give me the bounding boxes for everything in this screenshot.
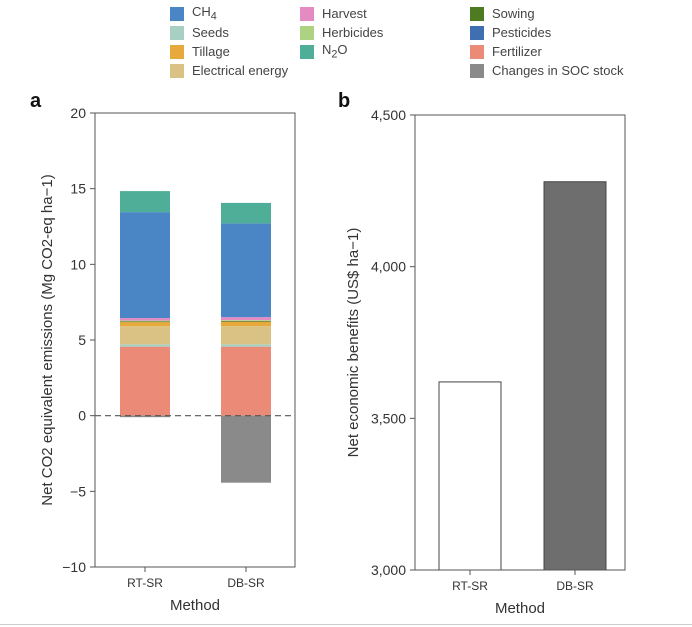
bar-segment-n2o (221, 202, 271, 224)
legend-label: Fertilizer (492, 44, 542, 59)
y-tick-label: 10 (70, 256, 86, 272)
bar-segment-tillage (120, 322, 170, 327)
legend-item: Fertilizer (470, 42, 542, 61)
bar-segment-ch4 (221, 223, 271, 318)
legend-item: Seeds (170, 23, 229, 42)
legend-swatch (170, 63, 184, 78)
bar-segment-electrical-energy (120, 326, 170, 345)
bar-segment-ch4 (120, 212, 170, 319)
legend-swatch (170, 44, 184, 59)
y-tick-label: 4,500 (371, 107, 406, 123)
bar-segment-herbicides (221, 320, 271, 321)
y-tick-label: 5 (78, 332, 86, 348)
legend-label: N2O (322, 42, 348, 61)
legend-swatch (300, 6, 314, 21)
bar-segment-fertilizer (221, 346, 271, 416)
legend-swatch (170, 6, 184, 21)
legend-label: Pesticides (492, 25, 552, 40)
x-tick-label: RT-SR (127, 576, 163, 590)
bar-segment-sowing (120, 321, 170, 323)
bar-segment-harvest (120, 318, 170, 321)
y-tick-label: 20 (70, 105, 86, 121)
legend-item: N2O (300, 42, 348, 61)
bar-segment-fertilizer (120, 346, 170, 416)
bar-segment-herbicides (120, 320, 170, 322)
legend-item: Herbicides (300, 23, 383, 42)
y-tick-label: 3,500 (371, 410, 406, 426)
plot-frame (414, 114, 626, 571)
panel-label: a (30, 90, 42, 112)
bar-segment-sowing (221, 320, 271, 322)
legend-swatch (300, 44, 314, 59)
bar-segment-electrical-energy (221, 326, 271, 345)
legend-item: Harvest (300, 4, 367, 23)
x-axis-label: Method (495, 600, 545, 617)
bar-segment-harvest (221, 317, 271, 321)
legend-swatch (470, 63, 484, 78)
legend-item: CH4 (170, 4, 217, 23)
bar-segment-seeds (120, 344, 170, 347)
y-axis-label: Net CO2 equivalent emissions (Mg CO2-eq … (39, 174, 56, 505)
legend-item: Tillage (170, 42, 230, 61)
bar (438, 381, 502, 571)
legend-label: Tillage (192, 44, 230, 59)
y-tick-label: −5 (70, 483, 86, 499)
legend-swatch (300, 25, 314, 40)
x-tick-label: DB-SR (227, 576, 265, 590)
legend-swatch (470, 6, 484, 21)
bar-segment-n2o (120, 191, 170, 213)
legend-swatch (470, 25, 484, 40)
legend-label: CH4 (192, 4, 217, 23)
bar-segment-seeds (221, 344, 271, 347)
bar-segment-tillage (221, 321, 271, 327)
legend-item: Electrical energy (170, 61, 288, 80)
legend-swatch (470, 44, 484, 59)
panel-label: b (338, 90, 350, 112)
legend-label: Seeds (192, 25, 229, 40)
y-tick-label: −10 (62, 559, 86, 575)
legend-label: Changes in SOC stock (492, 63, 624, 78)
y-axis-label: Net economic benefits (US$ ha−1) (345, 228, 362, 458)
y-tick-label: 4,000 (371, 259, 406, 275)
divider (0, 624, 692, 625)
bar (543, 181, 607, 571)
legend: CH4 Seeds Tillage Electrical energy Harvest H… (170, 4, 624, 80)
y-tick-label: 3,000 (371, 562, 406, 578)
legend-item: Sowing (470, 4, 535, 23)
x-axis-label: Method (170, 597, 220, 614)
legend-item: Pesticides (470, 23, 551, 42)
bar-segment-changes-in-soc-stock (221, 415, 271, 483)
x-tick-label: RT-SR (452, 579, 488, 593)
legend-item: Changes in SOC stock (470, 61, 624, 80)
legend-label: Sowing (492, 6, 535, 21)
y-tick-label: 0 (78, 408, 86, 424)
y-tick-label: 15 (70, 181, 86, 197)
bar-segment-changes-in-soc-stock (120, 415, 170, 418)
x-tick-label: DB-SR (556, 579, 594, 593)
legend-label: Harvest (322, 6, 367, 21)
legend-label: Herbicides (322, 25, 384, 40)
legend-swatch (170, 25, 184, 40)
legend-label: Electrical energy (192, 63, 289, 78)
